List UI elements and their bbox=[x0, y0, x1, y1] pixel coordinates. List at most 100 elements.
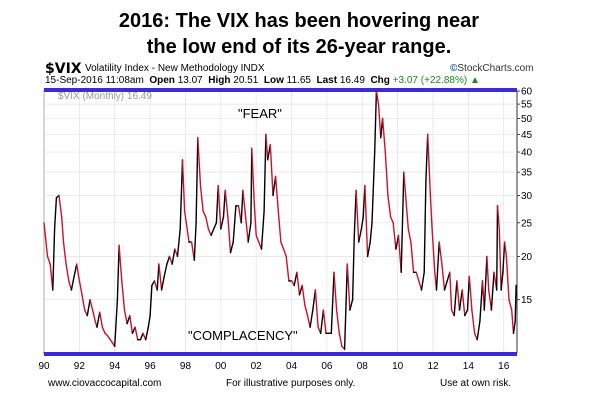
series-segment bbox=[441, 263, 446, 291]
x-tick-label: 96 bbox=[145, 361, 157, 372]
series-segment bbox=[389, 216, 394, 224]
series-segment bbox=[118, 244, 123, 282]
series-segment bbox=[404, 194, 409, 230]
high-value: 20.51 bbox=[233, 75, 259, 86]
top-band bbox=[44, 88, 517, 92]
series-segment bbox=[139, 332, 144, 341]
high-label: High bbox=[208, 75, 231, 86]
stockcharts-logo-icon: © bbox=[450, 63, 458, 74]
last-label: Last bbox=[316, 75, 338, 86]
series-segment bbox=[490, 271, 495, 311]
series-segment bbox=[179, 159, 184, 230]
series-segment bbox=[255, 234, 260, 243]
low-value: 11.65 bbox=[286, 75, 311, 86]
series-segment bbox=[304, 304, 309, 317]
series-segment bbox=[116, 244, 120, 301]
series-segment bbox=[109, 339, 114, 345]
series-segment bbox=[166, 255, 171, 265]
open-value: 13.07 bbox=[177, 75, 203, 86]
series-segment bbox=[366, 241, 371, 258]
series-segment bbox=[265, 133, 269, 161]
series-segment bbox=[449, 271, 453, 311]
series-segment bbox=[407, 228, 412, 243]
series-segment bbox=[277, 210, 282, 243]
x-tick-label: 14 bbox=[463, 361, 475, 372]
low-label: Low bbox=[263, 75, 284, 86]
series-segment bbox=[193, 222, 197, 261]
series-segment bbox=[420, 271, 425, 291]
series-segment bbox=[220, 216, 225, 230]
series-segment bbox=[429, 194, 433, 230]
series-segment bbox=[113, 299, 119, 348]
x-tick-label: 98 bbox=[180, 361, 192, 372]
series-segment bbox=[431, 228, 436, 273]
series-segment bbox=[197, 136, 202, 187]
series-segment bbox=[227, 216, 232, 254]
series-segment bbox=[75, 263, 81, 282]
quote-line: 15-Sep-2016 11:08am Open 13.07 High 20.5… bbox=[45, 75, 480, 86]
series-segment bbox=[181, 159, 186, 212]
series-segment bbox=[202, 210, 207, 218]
fear-annotation: "FEAR" bbox=[238, 106, 282, 121]
series-segment bbox=[106, 335, 112, 341]
series-segment bbox=[466, 275, 470, 311]
headline-line-1: 2016: The VIX has been hovering near bbox=[118, 10, 480, 32]
series-segment bbox=[280, 241, 285, 250]
series-segment bbox=[486, 255, 490, 291]
series-segment bbox=[205, 216, 210, 230]
series-segment bbox=[229, 241, 234, 254]
x-tick-label: 02 bbox=[251, 361, 263, 372]
series-segment bbox=[46, 255, 51, 265]
series-segment bbox=[314, 289, 319, 328]
y-tick-label: 60 bbox=[521, 87, 533, 98]
series-segment bbox=[240, 189, 244, 224]
series-segment bbox=[144, 326, 150, 341]
ticker-description: Volatility Index - New Methodology INDX bbox=[85, 63, 265, 74]
x-tick-label: 94 bbox=[109, 361, 121, 372]
series-segment bbox=[147, 314, 151, 328]
series-segment bbox=[306, 314, 311, 328]
y-axis: 15 20 25 30 35 40 45 50 55 60 bbox=[517, 87, 533, 306]
series-segment bbox=[134, 326, 139, 341]
series-segment bbox=[496, 205, 499, 291]
series-segment bbox=[456, 280, 461, 311]
series-segment bbox=[65, 263, 70, 282]
series-segment bbox=[253, 205, 257, 237]
series-segment bbox=[349, 299, 354, 311]
series-segment bbox=[86, 299, 91, 317]
quote-datetime: 15-Sep-2016 11:08am bbox=[45, 75, 144, 86]
x-axis: 90 92 94 96 98 00 02 04 06 08 10 12 14 16 bbox=[38, 361, 509, 372]
complacency-annotation: "COMPLACENCY" bbox=[188, 328, 298, 343]
footer-risk: Use at own risk. bbox=[440, 378, 512, 389]
series-segment bbox=[476, 320, 481, 341]
series-segment bbox=[403, 171, 407, 197]
series-segment bbox=[158, 263, 163, 291]
series-segment bbox=[351, 234, 355, 301]
x-tick-label: 10 bbox=[392, 361, 404, 372]
series-segment bbox=[381, 117, 386, 153]
series-segment bbox=[78, 280, 83, 296]
series-segment bbox=[410, 241, 415, 273]
series-segment bbox=[53, 197, 58, 230]
series-segment bbox=[505, 255, 510, 301]
series-segment bbox=[335, 309, 340, 334]
y-tick-label: 15 bbox=[521, 295, 533, 306]
series-segment bbox=[443, 280, 448, 291]
series-segment bbox=[149, 284, 153, 317]
series-segment bbox=[224, 189, 229, 218]
series-segment bbox=[364, 184, 369, 258]
series-segment bbox=[121, 280, 126, 311]
series-segment bbox=[514, 284, 517, 322]
open-label: Open bbox=[149, 75, 175, 86]
series-segment bbox=[222, 189, 226, 218]
x-tick-label: 06 bbox=[321, 361, 333, 372]
x-tick-label: 04 bbox=[286, 361, 298, 372]
footer-website: www.ciovaccocapital.com bbox=[48, 378, 162, 389]
footer-disclaimer: For illustrative purposes only. bbox=[226, 378, 356, 389]
ticker-symbol: $VIX bbox=[45, 61, 82, 77]
series-segment bbox=[301, 284, 306, 306]
series-segment bbox=[464, 309, 469, 317]
series-segment bbox=[269, 143, 274, 197]
chg-label: Chg bbox=[370, 75, 390, 86]
series-segment bbox=[185, 222, 190, 243]
